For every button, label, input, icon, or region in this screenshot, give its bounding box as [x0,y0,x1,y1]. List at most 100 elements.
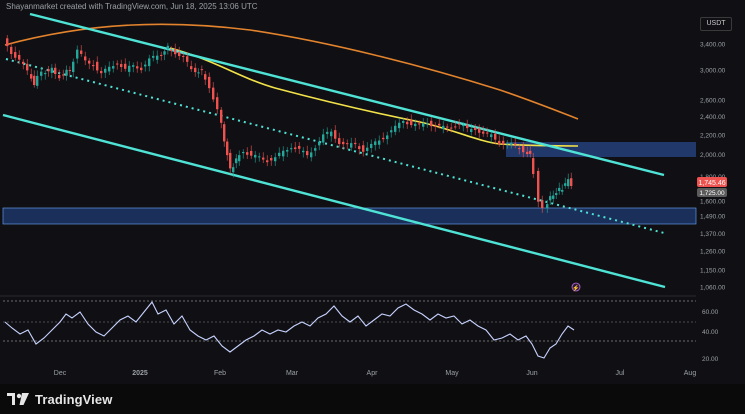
chart-credit: Shayanmarket created with TradingView.co… [6,2,258,11]
candle-body [522,145,525,153]
candle-body [318,141,321,146]
candle-body [570,178,573,187]
rsi-tick-label: 40.00 [702,329,719,336]
candle-body [144,64,147,67]
candle-body [282,150,285,157]
candle-body [346,143,349,145]
candle-body [76,49,79,59]
candle-body [238,155,241,162]
candle-body [462,125,465,127]
candle-body [286,150,289,152]
candle-body [22,61,25,64]
candle-body [362,145,365,152]
candle-body [555,193,558,196]
tradingview-wordmark: TradingView [35,391,113,407]
candle-body [430,120,433,127]
candle-body [235,158,238,164]
candle-body [116,63,119,65]
time-tick-label: 2025 [132,370,148,377]
candle-body [552,195,555,199]
candle-body [354,142,357,145]
candle-body [92,64,95,67]
candle-body [502,140,505,145]
time-tick-label: Mar [286,370,299,377]
candle-body [128,65,131,72]
tradingview-logo[interactable]: TradingView [6,390,112,408]
candle-body [498,140,501,145]
candle-body [47,69,50,72]
time-tick-label: May [445,370,459,377]
candle-body [152,55,155,58]
candle-body [232,167,235,173]
candle-body [558,187,561,192]
candle-body [18,54,21,60]
candle-body [163,51,166,55]
candle-body [482,131,485,134]
candle-body [426,123,429,125]
last-price-label: 1,745.46 [697,177,727,187]
last-price-text: 1,745.46 [698,180,725,187]
candle-body [518,148,521,150]
candle-body [104,68,107,73]
candle-body [541,200,544,209]
candle-body [310,152,313,158]
prev-price-label: 1,725.00 [697,188,727,197]
candle-body [96,61,99,71]
candle-body [208,76,211,89]
time-tick-label: Jun [526,370,537,377]
candle-body [478,128,481,133]
candle-body [112,66,115,69]
candle-body [350,143,353,148]
rsi-tick-label: 60.00 [702,309,719,316]
candle-body [170,49,173,52]
candle-body [494,133,497,140]
candle-body [549,196,552,201]
candle-body [366,147,369,151]
candle-body [178,52,181,57]
candle-body [226,141,229,156]
candle-body [394,125,397,132]
currency-label[interactable]: USDT [700,17,732,31]
candle-body [270,158,273,161]
candle-body [58,75,61,79]
candle-body [68,70,72,72]
time-tick-label: Jul [616,370,625,377]
candle-body [298,145,301,149]
price-tick-label: 1,490.00 [700,214,726,221]
channel-lower-line [2,113,666,289]
candle-body [374,141,377,146]
candle-body [322,134,325,143]
candle-body [223,124,226,142]
candle-body [506,143,509,145]
candle-body [186,56,189,62]
event-marker[interactable] [571,282,581,292]
candle-body [418,123,421,125]
candle-body [390,130,393,133]
price-tick-label: 2,600.00 [700,97,726,104]
candle-body [486,132,489,134]
candle-body [212,87,215,100]
candle-body [84,56,87,61]
time-tick-label: Apr [367,370,379,377]
demand-zone [2,207,697,225]
candle-body [561,189,564,192]
candle-body [220,109,223,123]
candle-body [100,70,103,74]
candle-body [326,131,329,134]
candle-body [216,97,219,110]
candle-body [532,158,535,174]
candle-body [132,65,135,67]
candle-body [290,148,293,150]
prev-price-text: 1,725.00 [699,190,725,197]
candle-body [410,119,413,126]
candle-body [294,147,297,150]
candle-body [414,123,417,127]
candle-body [229,152,232,169]
candle-body [470,129,473,132]
candle-body [246,152,249,155]
candle-body [466,124,469,129]
candle-body [250,150,253,156]
candle-body [62,74,65,76]
candle-body [174,48,177,55]
